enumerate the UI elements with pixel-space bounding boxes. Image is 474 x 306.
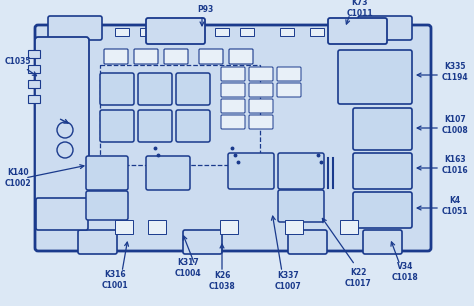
FancyBboxPatch shape: [278, 190, 324, 222]
Bar: [190, 28, 204, 36]
FancyBboxPatch shape: [138, 73, 172, 105]
Bar: [115, 220, 133, 234]
Bar: [100, 65, 260, 165]
FancyBboxPatch shape: [100, 110, 134, 142]
Bar: [28, 65, 40, 73]
FancyBboxPatch shape: [104, 49, 128, 64]
Bar: [28, 95, 40, 103]
FancyBboxPatch shape: [229, 49, 253, 64]
FancyBboxPatch shape: [228, 153, 274, 189]
FancyBboxPatch shape: [353, 108, 412, 150]
FancyBboxPatch shape: [277, 67, 301, 81]
FancyBboxPatch shape: [176, 110, 210, 142]
Text: K163
C1016: K163 C1016: [442, 155, 468, 175]
FancyBboxPatch shape: [358, 16, 412, 40]
FancyBboxPatch shape: [86, 191, 128, 220]
Text: V34
C1018: V34 C1018: [392, 262, 419, 282]
Text: K73
C1011: K73 C1011: [346, 0, 374, 18]
Bar: [340, 28, 354, 36]
FancyBboxPatch shape: [138, 110, 172, 142]
FancyBboxPatch shape: [100, 73, 134, 105]
Bar: [148, 220, 166, 234]
Bar: [310, 28, 324, 36]
FancyBboxPatch shape: [338, 50, 412, 104]
Bar: [28, 50, 40, 58]
Bar: [165, 28, 179, 36]
Text: K316
C1001: K316 C1001: [102, 270, 128, 290]
FancyBboxPatch shape: [221, 67, 245, 81]
FancyBboxPatch shape: [249, 115, 273, 129]
FancyBboxPatch shape: [221, 99, 245, 113]
FancyBboxPatch shape: [353, 192, 412, 228]
FancyBboxPatch shape: [249, 83, 273, 97]
FancyBboxPatch shape: [78, 230, 117, 254]
FancyBboxPatch shape: [277, 83, 301, 97]
Text: K335
C1194: K335 C1194: [442, 62, 468, 82]
Text: K26
C1038: K26 C1038: [209, 271, 236, 291]
Bar: [215, 28, 229, 36]
FancyBboxPatch shape: [328, 18, 387, 44]
FancyBboxPatch shape: [35, 25, 431, 251]
FancyBboxPatch shape: [36, 198, 88, 230]
Text: K140
C1002: K140 C1002: [5, 168, 31, 188]
Bar: [340, 220, 358, 234]
FancyBboxPatch shape: [146, 18, 205, 44]
FancyBboxPatch shape: [176, 73, 210, 105]
FancyBboxPatch shape: [164, 49, 188, 64]
Text: P93: P93: [197, 5, 213, 13]
Bar: [220, 220, 238, 234]
FancyBboxPatch shape: [249, 67, 273, 81]
FancyBboxPatch shape: [288, 230, 327, 254]
FancyBboxPatch shape: [278, 153, 324, 189]
Text: K107
C1008: K107 C1008: [442, 115, 468, 135]
FancyBboxPatch shape: [199, 49, 223, 64]
FancyBboxPatch shape: [146, 156, 190, 190]
FancyBboxPatch shape: [221, 83, 245, 97]
Text: C1035: C1035: [5, 58, 31, 66]
Text: K337
C1007: K337 C1007: [274, 271, 301, 291]
Bar: [115, 28, 129, 36]
FancyBboxPatch shape: [183, 230, 222, 254]
Bar: [28, 80, 40, 88]
FancyBboxPatch shape: [35, 37, 89, 203]
Bar: [285, 220, 303, 234]
Text: K317
C1004: K317 C1004: [175, 258, 201, 278]
Bar: [240, 28, 254, 36]
Bar: [140, 28, 154, 36]
Text: K4
C1051: K4 C1051: [442, 196, 468, 216]
FancyBboxPatch shape: [134, 49, 158, 64]
FancyBboxPatch shape: [48, 16, 102, 40]
FancyBboxPatch shape: [363, 230, 402, 254]
Bar: [280, 28, 294, 36]
FancyBboxPatch shape: [221, 115, 245, 129]
FancyBboxPatch shape: [249, 99, 273, 113]
Text: K22
C1017: K22 C1017: [345, 268, 371, 288]
FancyBboxPatch shape: [353, 153, 412, 189]
FancyBboxPatch shape: [86, 156, 128, 190]
